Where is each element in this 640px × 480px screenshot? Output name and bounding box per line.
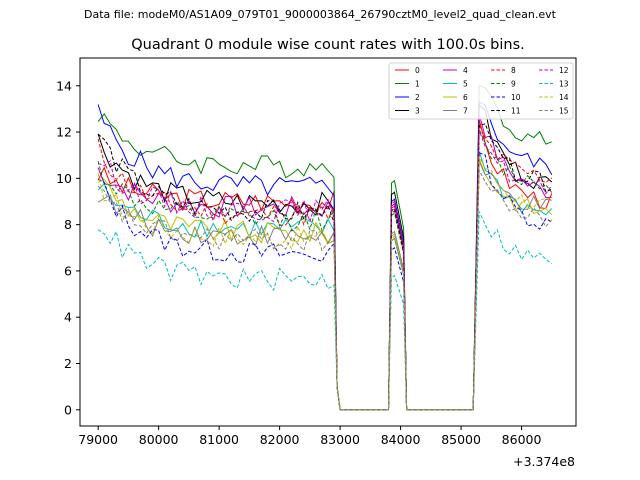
legend-label-8: 8 [511,66,516,75]
legend-label-12: 12 [559,66,569,75]
legend-label-4: 4 [463,66,468,75]
y-tick-label-2: 2 [64,356,72,371]
data-file-caption: Data file: modeM0/AS1A09_079T01_90000038… [84,8,556,21]
x-tick-label-86000: 86000 [502,432,542,447]
y-tick-label-12: 12 [56,125,72,140]
series-line-14 [97,155,552,411]
legend-label-2: 2 [415,93,420,102]
x-offset-label: +3.374e8 [513,454,575,469]
x-tick-label-83000: 83000 [320,432,360,447]
y-tick-label-10: 10 [56,171,72,186]
series-line-2 [97,101,553,411]
series-line-15 [97,168,553,411]
legend-label-10: 10 [511,93,521,102]
legend-label-3: 3 [415,107,420,116]
y-tick-label-0: 0 [64,402,72,417]
x-tick-label-84000: 84000 [381,432,421,447]
y-tick-label-6: 6 [64,263,72,278]
series-line-3 [97,103,553,411]
legend-label-6: 6 [463,93,468,102]
legend-label-9: 9 [511,80,516,89]
legend-label-7: 7 [463,107,468,116]
x-tick-label-80000: 80000 [139,432,179,447]
x-tick-label-79000: 79000 [78,432,118,447]
series-line-7 [97,160,552,411]
series-line-6 [97,158,553,411]
legend-label-14: 14 [559,93,569,102]
legend-label-5: 5 [463,80,468,89]
y-tick-label-8: 8 [64,217,72,232]
plot-frame [79,57,577,427]
chart-title: Quadrant 0 module wise count rates with … [131,37,525,53]
series-line-9 [97,129,553,411]
x-tick-label-82000: 82000 [260,432,300,447]
series-line-13 [97,211,553,411]
series-line-4 [97,113,552,411]
legend-box [388,62,574,120]
x-tick-label-85000: 85000 [441,432,481,447]
series-line-10 [97,152,553,411]
series-line-12 [97,130,553,411]
legend-label-13: 13 [559,80,569,89]
x-tick-label-81000: 81000 [199,432,239,447]
legend-label-1: 1 [415,80,420,89]
series-line-11 [97,123,553,411]
y-tick-label-4: 4 [64,310,72,325]
y-tick-label-14: 14 [56,78,72,93]
legend-label-11: 11 [511,107,521,116]
legend-label-15: 15 [559,107,569,116]
legend-label-0: 0 [415,66,420,75]
